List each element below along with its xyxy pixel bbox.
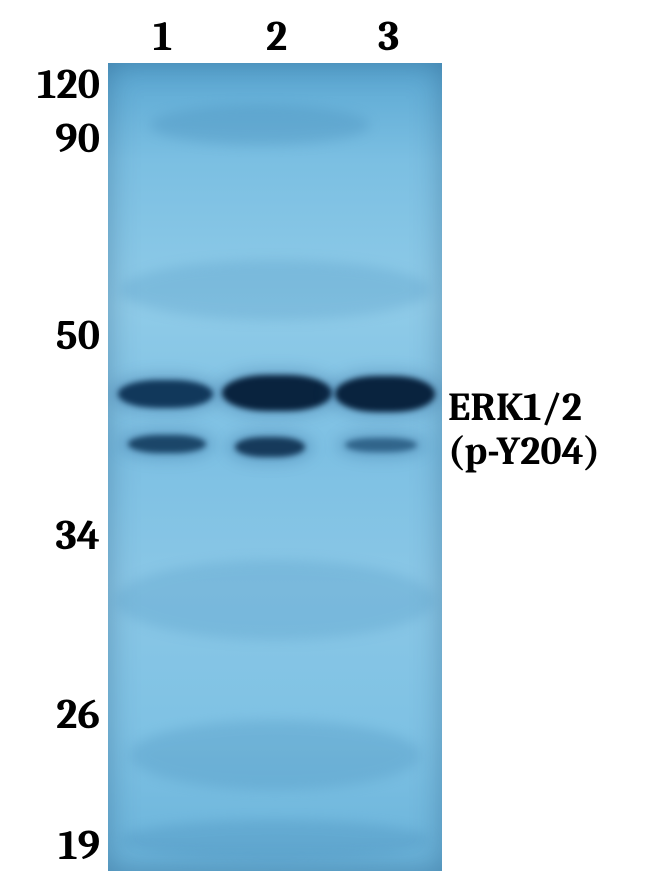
lane-label-3: 3 <box>378 12 399 61</box>
lane-label-1: 1 <box>153 12 172 61</box>
western-blot-membrane <box>108 63 442 871</box>
target-label: ERK1/2 (p-Y204) <box>448 385 600 473</box>
target-label-line1: ERK1/2 <box>448 385 600 429</box>
blot-noise-blob <box>130 720 420 790</box>
mw-label-26: 26 <box>56 690 100 739</box>
band-lower-lane3 <box>345 438 417 452</box>
target-label-line2: (p-Y204) <box>448 429 600 473</box>
band-lower-lane2 <box>235 437 305 457</box>
mw-label-34: 34 <box>55 511 100 560</box>
blot-noise-blob <box>150 105 370 145</box>
band-upper-lane3 <box>335 376 435 412</box>
band-upper-lane1 <box>118 380 213 408</box>
blot-noise-blob <box>115 560 435 640</box>
blot-noise-blob <box>120 260 430 320</box>
band-lower-lane1 <box>128 435 206 453</box>
mw-label-50: 50 <box>56 311 100 360</box>
mw-label-120: 120 <box>37 60 100 109</box>
mw-label-19: 19 <box>58 821 100 870</box>
lane-label-2: 2 <box>266 12 287 61</box>
mw-label-90: 90 <box>55 114 100 163</box>
figure-container: 1 2 3 120 90 50 34 26 19 ERK1/2 (p-Y204) <box>0 0 650 893</box>
blot-noise-blob <box>120 820 430 860</box>
band-upper-lane2 <box>222 375 332 411</box>
